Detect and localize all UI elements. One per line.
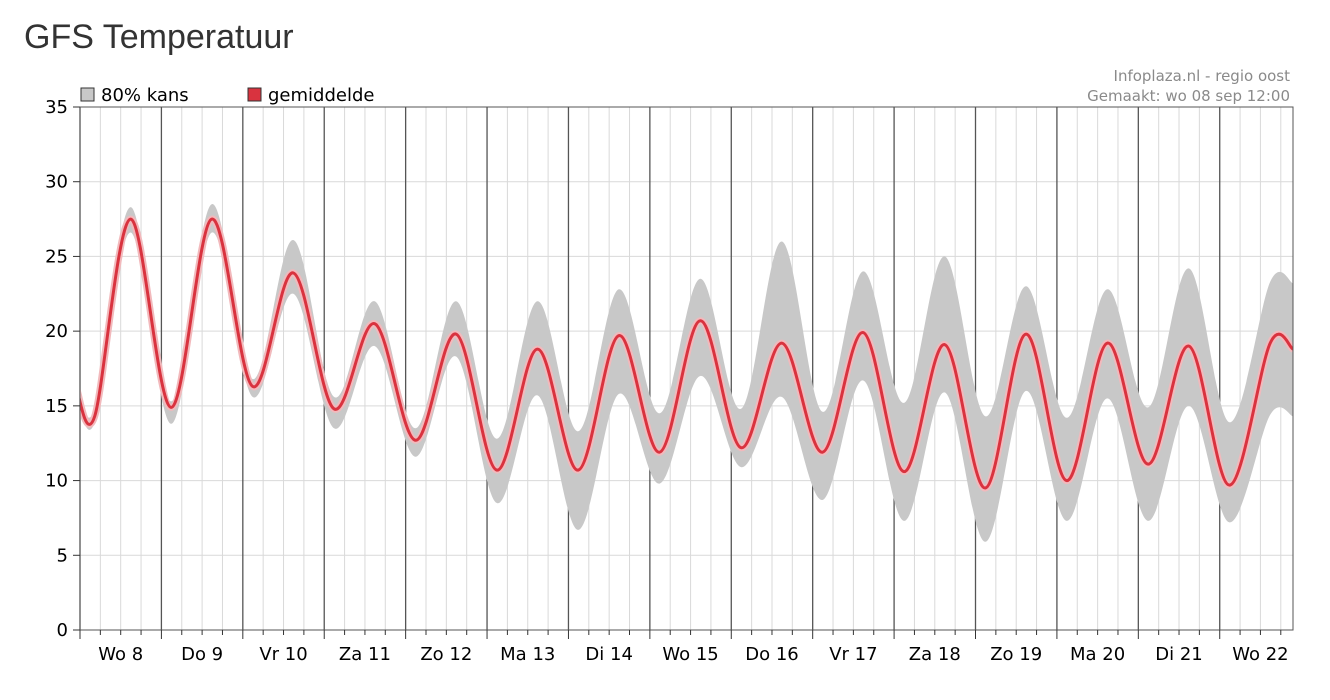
credit-source: Infoplaza.nl - regio oost xyxy=(1114,67,1291,85)
y-tick-label: 20 xyxy=(45,321,68,342)
axis-layer: 0 5 10 15 20 25 30 35 Wo 8 Do 9 Vr 10 Za 11 Zo 12 Ma … xyxy=(45,97,1289,665)
x-day-label: Za 11 xyxy=(339,644,391,665)
y-tick-label: 15 xyxy=(45,396,68,417)
x-day-label: Zo 19 xyxy=(990,644,1042,665)
y-tick-label: 5 xyxy=(57,545,68,566)
x-day-label: Di 14 xyxy=(585,644,633,665)
x-day-label: Ma 13 xyxy=(500,644,555,665)
x-day-label: Do 16 xyxy=(745,644,799,665)
y-tick-label: 35 xyxy=(45,97,68,118)
x-day-label: Ma 20 xyxy=(1070,644,1125,665)
y-tick-label: 25 xyxy=(45,246,68,267)
page-title: GFS Temperatuur xyxy=(24,18,294,56)
legend-label-mean: gemiddelde xyxy=(268,85,374,106)
y-tick-label: 30 xyxy=(45,172,68,193)
x-day-label: Vr 10 xyxy=(259,644,307,665)
x-day-label: Vr 17 xyxy=(829,644,877,665)
plot-frame xyxy=(79,106,1294,631)
legend-label-80pct: 80% kans xyxy=(101,85,189,106)
x-day-label: Wo 22 xyxy=(1232,644,1288,665)
x-day-label: Di 21 xyxy=(1155,644,1203,665)
legend-swatch-mean xyxy=(247,87,262,102)
series-80pct-band xyxy=(80,204,1293,542)
x-day-label: Zo 12 xyxy=(420,644,472,665)
x-day-label: Do 9 xyxy=(181,644,223,665)
credit-generated: Gemaakt: wo 08 sep 12:00 xyxy=(1087,87,1290,105)
x-day-label: Wo 8 xyxy=(98,644,143,665)
legend: 80% kans gemiddelde xyxy=(80,85,374,106)
legend-swatch-80pct xyxy=(80,87,95,102)
series-mean-line xyxy=(80,217,1293,490)
x-day-label: Za 18 xyxy=(909,644,961,665)
y-tick-label: 0 xyxy=(57,620,68,641)
x-day-label: Wo 15 xyxy=(662,644,718,665)
y-tick-label: 10 xyxy=(45,471,68,492)
